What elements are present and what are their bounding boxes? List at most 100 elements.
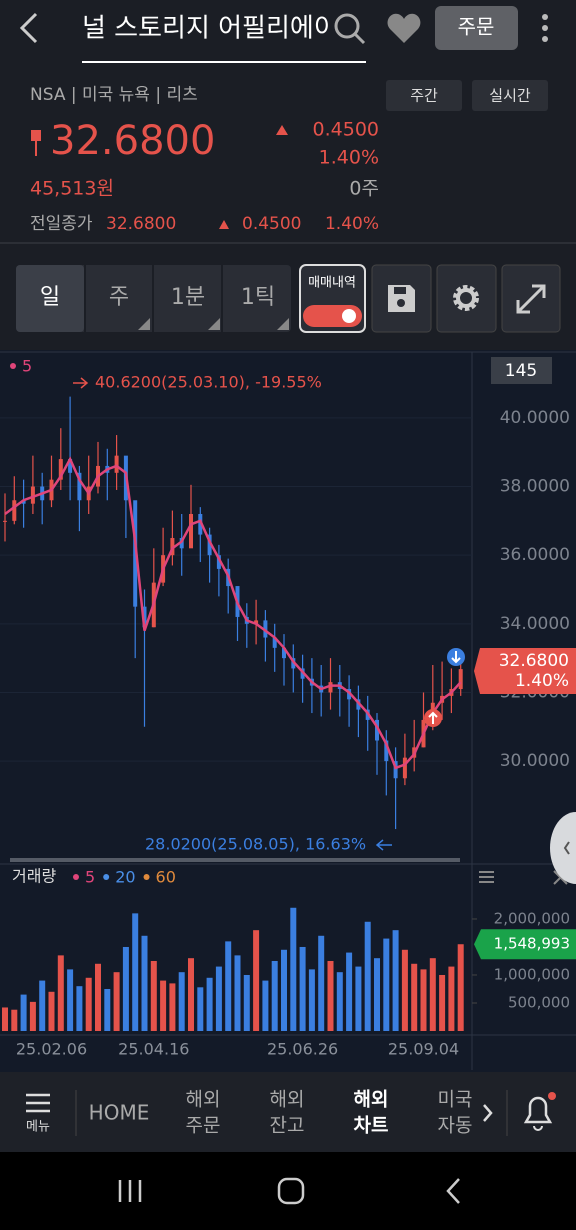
up-triangle (219, 220, 229, 229)
fullscreen-icon (516, 284, 546, 314)
candle-body (170, 538, 175, 556)
volume-bar (336, 972, 343, 1031)
home-button[interactable] (277, 1177, 305, 1205)
x-tick-label: 25.02.06 (16, 1040, 87, 1059)
volume-bar (243, 974, 250, 1031)
volume-bar (67, 969, 74, 1031)
candle-body (142, 606, 147, 628)
volume-bar (234, 955, 241, 1031)
order-button[interactable] (435, 6, 518, 50)
volume-bar (169, 983, 176, 1031)
volume-title: 거래량 (12, 867, 56, 886)
volume-bar (76, 986, 83, 1031)
volume-bar (439, 974, 446, 1031)
tab-selected[interactable] (16, 265, 84, 332)
nav-more[interactable] (483, 1104, 493, 1122)
prev-close: 32.6800 (106, 214, 176, 234)
volume-bar (206, 977, 213, 1031)
volume-bar (20, 994, 27, 1031)
settings-icon (456, 288, 476, 308)
value-label-box (474, 929, 576, 960)
volume-bar (178, 972, 185, 1031)
volume-bar (104, 988, 111, 1031)
recent-apps[interactable] (118, 1180, 142, 1202)
volume-bar (48, 991, 55, 1031)
back-system[interactable] (446, 1178, 460, 1204)
nav-item[interactable]: 미국 (438, 1089, 473, 1111)
nav-item[interactable]: 해외 (186, 1089, 221, 1111)
side-handle[interactable] (550, 812, 576, 884)
candle-body (393, 761, 398, 779)
search-button[interactable] (334, 13, 366, 45)
volume-bar (95, 963, 101, 1031)
y-tick-label: 36.0000 (500, 545, 570, 565)
up-triangle (276, 125, 288, 135)
x-tick-label: 25.09.04 (388, 1040, 459, 1059)
sell-marker (447, 648, 465, 666)
prev-change: 0.4500 (242, 214, 301, 234)
candle-body (328, 682, 333, 693)
menu-icon[interactable] (26, 1093, 50, 1113)
volume-bar (39, 980, 46, 1031)
chart-bg (0, 350, 576, 1072)
ma-line (4, 456, 462, 770)
realtime-button[interactable] (472, 80, 548, 111)
volume-bar (262, 980, 269, 1031)
y-tick-label: 30.0000 (500, 751, 570, 771)
y-tick-label: 40.0000 (500, 408, 570, 428)
nav-item[interactable]: 잔고 (270, 1115, 305, 1137)
candle-body (3, 520, 7, 522)
side-handle-icon (563, 841, 570, 855)
min-label: 28.0200(25.08.05), 16.63% (145, 835, 366, 854)
realtime-label: 실시간 (489, 87, 531, 105)
more-button[interactable] (542, 14, 548, 42)
candle-body (114, 455, 119, 473)
volume-bar (448, 966, 455, 1031)
volume-bar (11, 1009, 18, 1031)
menu-label[interactable]: 메뉴 (26, 1120, 50, 1135)
nav-item[interactable]: 해외 (354, 1089, 389, 1111)
tab[interactable]: 1분 (171, 285, 205, 310)
volume-bar (411, 963, 418, 1031)
volume-bar (160, 980, 167, 1031)
ma-legend: 5 (22, 357, 32, 376)
volume-bar (29, 1001, 36, 1031)
candle-body (21, 500, 26, 504)
legend-label: 60 (156, 868, 176, 887)
nav-item[interactable]: 자동 (438, 1115, 473, 1137)
tab[interactable]: 일 (40, 285, 60, 310)
y-tick-label: 2,000,000 (494, 909, 570, 927)
settings-button[interactable] (436, 264, 497, 333)
nav-item[interactable]: 주문 (186, 1115, 221, 1137)
nav-item[interactable]: 해외 (270, 1089, 305, 1111)
volume-bar (113, 972, 120, 1031)
candle-body (254, 620, 259, 624)
volume-bar (327, 960, 334, 1031)
min-arrow (375, 839, 392, 851)
session-button[interactable] (386, 80, 462, 111)
back-button[interactable] (19, 12, 38, 44)
price-change: 0.4500 (313, 119, 379, 141)
notification-button[interactable] (523, 1092, 556, 1131)
tab[interactable]: 1틱 (241, 285, 275, 310)
nav-home[interactable]: HOME (89, 1101, 150, 1125)
current-price: 32.6800 (50, 118, 215, 164)
volume-bar (383, 938, 390, 1031)
save-icon (397, 299, 405, 307)
stock-title: 널 스토리지 어필리에이트 (82, 14, 362, 44)
legend-dot (143, 874, 150, 880)
candle-body (272, 637, 277, 648)
nav-item[interactable]: 차트 (354, 1115, 389, 1137)
counter-box (491, 357, 552, 384)
trade-history-label: 매매내역 (308, 276, 356, 291)
session-label: 주간 (410, 87, 438, 105)
prev-close-label: 전일종가 (30, 214, 93, 234)
volume-menu[interactable] (479, 871, 494, 883)
volume-bar (141, 935, 148, 1031)
favorite-button[interactable] (387, 13, 421, 43)
tab[interactable]: 주 (109, 285, 129, 310)
change-pct: 1.40% (319, 147, 379, 169)
volume-bar (197, 987, 204, 1031)
legend-dot (103, 874, 110, 880)
